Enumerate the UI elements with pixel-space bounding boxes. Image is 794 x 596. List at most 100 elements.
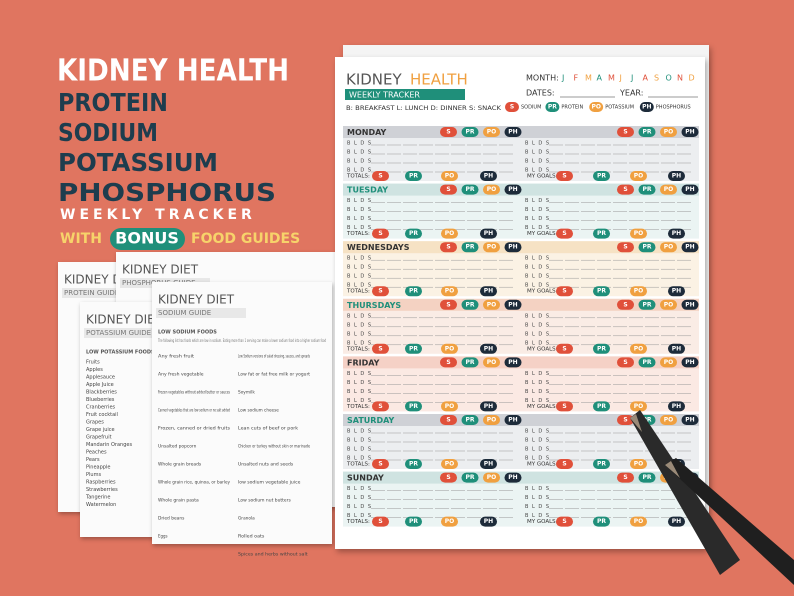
guide-subtitle: POTASSIUM GUIDE	[86, 329, 151, 337]
tracker-title-b: HEALTH	[410, 71, 468, 89]
meal-row-label: B L D S	[525, 225, 550, 231]
pill-code: PO	[487, 186, 497, 193]
meal-row-label: B L D S	[525, 380, 550, 386]
meal-row-label: B L D S	[347, 389, 372, 395]
pill-code: PH	[484, 173, 493, 180]
totals-label: TOTALS:	[346, 346, 370, 352]
pill	[593, 228, 610, 239]
meal-row-label: B L D S	[347, 331, 372, 337]
totals-label: TOTALS:	[346, 231, 370, 237]
meal-row-label: B L D S	[525, 313, 550, 319]
guide-item: Rolled oats	[238, 534, 265, 540]
headline-line: PHOSPHORUS	[58, 178, 276, 207]
pill-code: PO	[664, 129, 674, 136]
pill-code: PR	[642, 244, 651, 251]
pill-code: PH	[508, 244, 517, 251]
meal-row-label: B L D S	[525, 456, 550, 462]
pill	[660, 357, 677, 368]
pill	[630, 459, 647, 469]
pill-code: PH	[508, 301, 517, 308]
guide-item: Plums	[86, 472, 101, 478]
pill-code: PH	[484, 230, 493, 237]
pill	[681, 415, 699, 425]
pill-code: PO	[634, 345, 644, 352]
guide-item: Strawberries	[86, 487, 118, 493]
pill-code: PR	[642, 359, 651, 366]
guide-item: Applesauce	[86, 375, 115, 381]
pill	[461, 299, 479, 310]
guide-heading: LOW POTASSIUM FOODS	[86, 350, 155, 356]
pill-code: PR	[465, 301, 474, 308]
pill	[441, 171, 458, 181]
meal-row-label: B L D S	[347, 168, 372, 174]
guide-item: Watermelon	[86, 502, 116, 508]
pill	[504, 299, 522, 310]
pill	[556, 228, 573, 239]
pill-code: PO	[634, 518, 644, 525]
pill	[441, 286, 458, 297]
pill-code: S	[623, 359, 627, 366]
meal-row-label: B L D S	[347, 313, 372, 319]
pill-code: PH	[508, 129, 517, 136]
pill	[504, 127, 522, 137]
bonus-prefix: WITH	[60, 231, 102, 247]
pill-code: S	[562, 518, 566, 525]
pill	[660, 299, 677, 310]
tracker-title-a: KIDNEY	[346, 71, 403, 89]
pill	[504, 357, 522, 368]
bonus-badge	[110, 228, 185, 250]
pill-code: PR	[597, 288, 606, 295]
meal-row-label: B L D S	[525, 322, 550, 328]
pill	[480, 516, 497, 527]
pill	[630, 401, 647, 412]
pill	[668, 343, 685, 354]
legend-label: SODIUM	[521, 105, 541, 111]
meal-row-label: B L D S	[347, 198, 372, 204]
meal-row-label: B L D S	[525, 207, 550, 213]
tracker-badge: WEEKLY TRACKER	[349, 91, 420, 100]
guide-item: Apple Juice	[86, 382, 114, 388]
day-name: SATURDAY	[347, 416, 395, 425]
pill-code: S	[562, 345, 566, 352]
pill	[545, 102, 560, 112]
meal-row-label: B L D S	[525, 141, 550, 147]
pill	[440, 357, 457, 368]
guide-item: Grape juice	[86, 427, 115, 433]
pill-code: S	[446, 244, 450, 251]
meal-row-label: B L D S	[347, 265, 372, 271]
pill	[639, 102, 654, 112]
goals-label: MY GOALS:	[527, 231, 558, 237]
meal-row-label: B L D S	[525, 495, 550, 501]
meal-row-label: B L D S	[525, 429, 550, 435]
meals-key: B: BREAKFAST L: LUNCH D: DINNER S: SNACK	[346, 104, 502, 112]
pill-code: PO	[634, 461, 644, 468]
pill	[483, 184, 500, 195]
pill	[441, 343, 458, 354]
meal-row-label: B L D S	[525, 438, 550, 444]
pill-code: PO	[487, 301, 497, 308]
guide-item: Apples	[86, 367, 103, 373]
pill-code: PH	[685, 417, 694, 424]
day-name: WEDNESDAYS	[347, 243, 410, 252]
pill	[405, 228, 422, 239]
meal-row-label: B L D S	[347, 159, 372, 165]
pill	[441, 516, 458, 527]
meal-row-label: B L D S	[347, 495, 372, 501]
day-name: TUESDAY	[347, 186, 388, 195]
meal-row-label: B L D S	[525, 486, 550, 492]
meal-row-label: B L D S	[347, 340, 372, 346]
meal-row-label: B L D S	[347, 216, 372, 222]
meal-row-label: B L D S	[347, 150, 372, 156]
pill	[504, 242, 522, 253]
pill	[483, 357, 500, 368]
guide-title: KIDNEY DIET	[122, 263, 199, 277]
pill	[617, 184, 634, 195]
pill-code: S	[562, 173, 566, 180]
pill	[593, 171, 610, 181]
guide-title: KIDNEY DIET	[158, 293, 235, 307]
pill	[617, 415, 634, 425]
pill	[505, 102, 519, 112]
guide-page	[152, 282, 332, 544]
pencils	[630, 410, 794, 585]
